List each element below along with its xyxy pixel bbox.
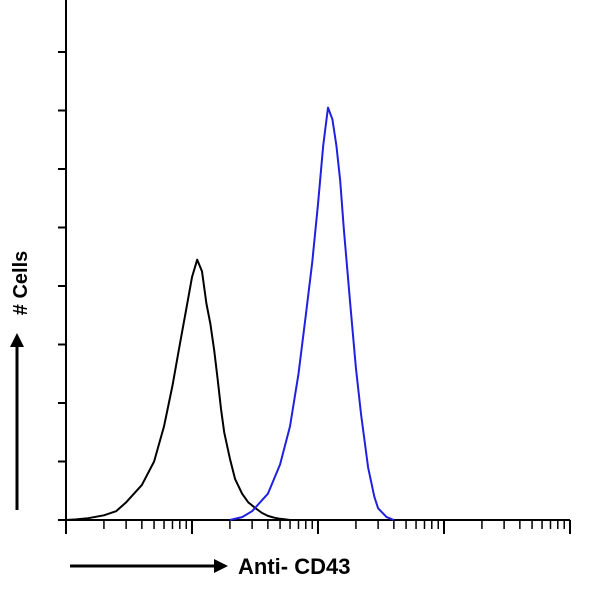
y-axis bbox=[58, 0, 67, 521]
histogram-series bbox=[65, 106, 395, 521]
x-axis-arrow-head bbox=[214, 559, 228, 573]
x-axis-label-group: Anti- CD43 bbox=[70, 554, 350, 579]
x-axis bbox=[65, 519, 571, 534]
y-axis-label-group: # Cells bbox=[10, 251, 32, 510]
control-histogram-line bbox=[65, 258, 328, 521]
y-axis-label: # Cells bbox=[10, 251, 32, 315]
x-axis-label: Anti- CD43 bbox=[238, 554, 350, 579]
x-axis-ticks bbox=[65, 520, 571, 534]
y-axis-arrow-head bbox=[10, 333, 24, 347]
y-axis-ticks bbox=[58, 51, 66, 521]
anti-cd43-histogram-line bbox=[229, 106, 395, 521]
